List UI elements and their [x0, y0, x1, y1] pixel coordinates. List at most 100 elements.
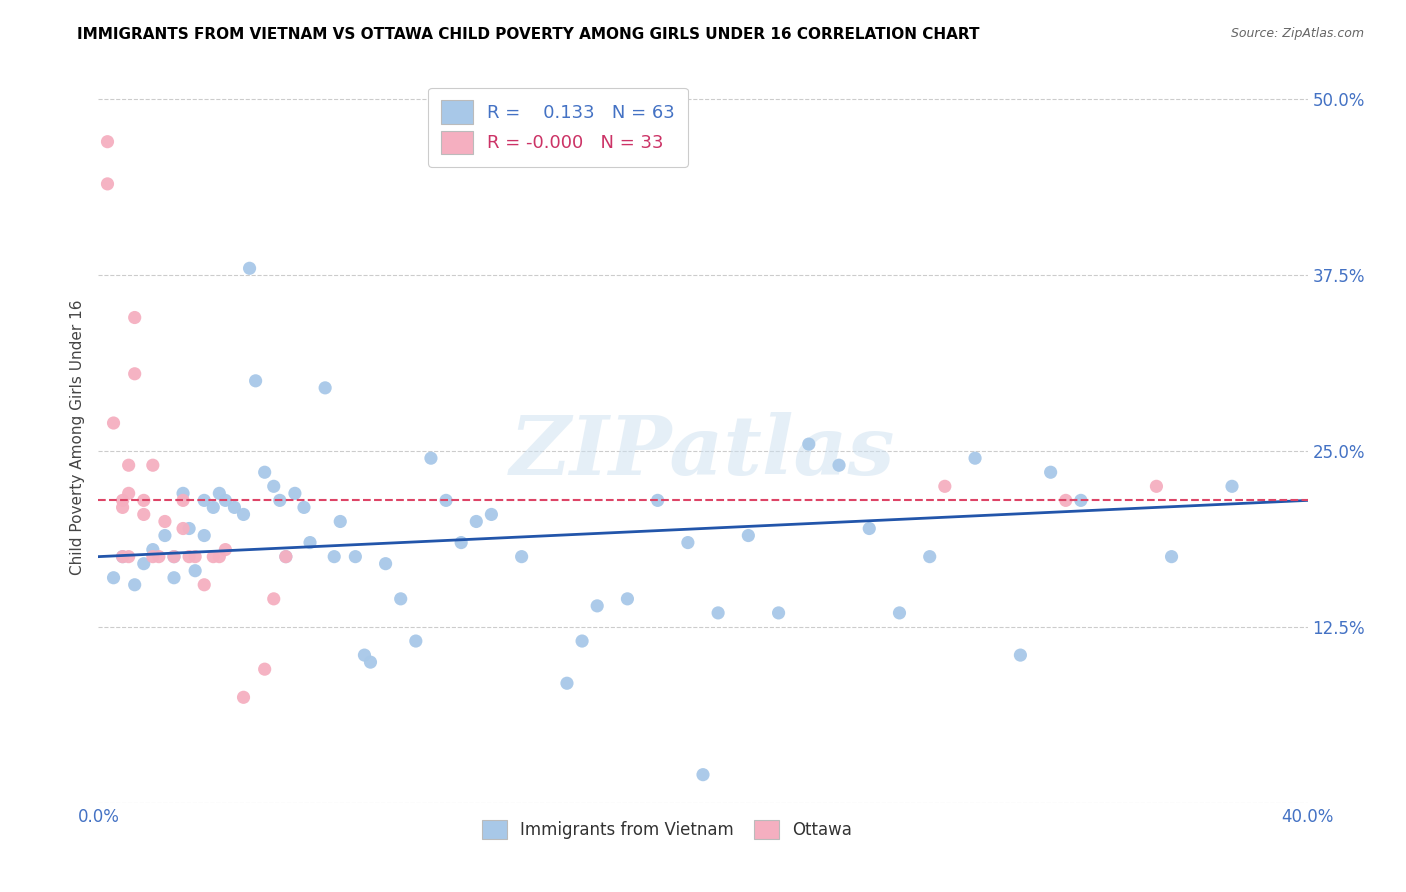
Point [1070, 493, 1092, 508]
Point [132, 557, 155, 571]
Point [797, 437, 820, 451]
Point [918, 549, 941, 564]
Point [1054, 493, 1077, 508]
Point [269, 493, 291, 508]
Point [420, 451, 443, 466]
Point [707, 606, 730, 620]
Point [1039, 465, 1062, 479]
Point [163, 571, 186, 585]
Point [142, 542, 165, 557]
Point [858, 521, 880, 535]
Point [193, 528, 215, 542]
Point [124, 310, 146, 325]
Point [647, 493, 669, 508]
Point [889, 606, 911, 620]
Point [965, 451, 987, 466]
Point [96, 177, 118, 191]
Point [132, 493, 155, 508]
Point [314, 381, 336, 395]
Point [153, 515, 176, 529]
Point [481, 508, 503, 522]
Point [405, 634, 427, 648]
Point [124, 578, 146, 592]
Point [360, 655, 382, 669]
Point [1010, 648, 1032, 662]
Point [263, 479, 285, 493]
Point [586, 599, 609, 613]
Point [224, 500, 246, 515]
Point [676, 535, 699, 549]
Y-axis label: Child Poverty Among Girls Under 16: Child Poverty Among Girls Under 16 [69, 300, 84, 574]
Point [96, 135, 118, 149]
Point [389, 591, 412, 606]
Point [111, 493, 134, 508]
Point [344, 549, 367, 564]
Text: ZIPatlas: ZIPatlas [510, 412, 896, 491]
Point [323, 549, 346, 564]
Point [163, 549, 186, 564]
Point [274, 549, 297, 564]
Point [374, 557, 396, 571]
Point [142, 549, 165, 564]
Point [214, 493, 236, 508]
Point [124, 367, 146, 381]
Point [239, 261, 262, 276]
Point [284, 486, 307, 500]
Point [232, 690, 254, 705]
Point [208, 486, 231, 500]
Point [828, 458, 851, 473]
Point [232, 508, 254, 522]
Point [692, 767, 714, 781]
Point [172, 521, 194, 535]
Point [274, 549, 297, 564]
Point [172, 486, 194, 500]
Point [208, 549, 231, 564]
Point [179, 549, 201, 564]
Point [103, 571, 125, 585]
Point [253, 662, 276, 676]
Point [202, 549, 225, 564]
Point [172, 493, 194, 508]
Legend: Immigrants from Vietnam, Ottawa: Immigrants from Vietnam, Ottawa [475, 814, 859, 846]
Point [118, 458, 141, 473]
Point [737, 528, 759, 542]
Point [118, 486, 141, 500]
Point [184, 549, 207, 564]
Point [1220, 479, 1243, 493]
Point [184, 564, 207, 578]
Point [934, 479, 956, 493]
Point [214, 542, 236, 557]
Point [450, 535, 472, 549]
Text: Source: ZipAtlas.com: Source: ZipAtlas.com [1230, 27, 1364, 40]
Point [465, 515, 488, 529]
Point [111, 500, 134, 515]
Point [299, 535, 322, 549]
Point [555, 676, 578, 690]
Point [111, 549, 134, 564]
Point [329, 515, 352, 529]
Point [179, 521, 201, 535]
Point [292, 500, 315, 515]
Point [253, 465, 276, 479]
Point [163, 549, 186, 564]
Point [353, 648, 375, 662]
Point [118, 549, 141, 564]
Point [193, 578, 215, 592]
Point [263, 591, 285, 606]
Point [1144, 479, 1167, 493]
Point [616, 591, 638, 606]
Point [148, 549, 170, 564]
Point [142, 458, 165, 473]
Text: IMMIGRANTS FROM VIETNAM VS OTTAWA CHILD POVERTY AMONG GIRLS UNDER 16 CORRELATION: IMMIGRANTS FROM VIETNAM VS OTTAWA CHILD … [77, 27, 980, 42]
Point [202, 500, 225, 515]
Point [193, 493, 215, 508]
Point [1160, 549, 1182, 564]
Point [434, 493, 457, 508]
Point [510, 549, 533, 564]
Point [111, 549, 134, 564]
Point [103, 416, 125, 430]
Point [571, 634, 593, 648]
Point [153, 528, 176, 542]
Point [132, 508, 155, 522]
Point [768, 606, 790, 620]
